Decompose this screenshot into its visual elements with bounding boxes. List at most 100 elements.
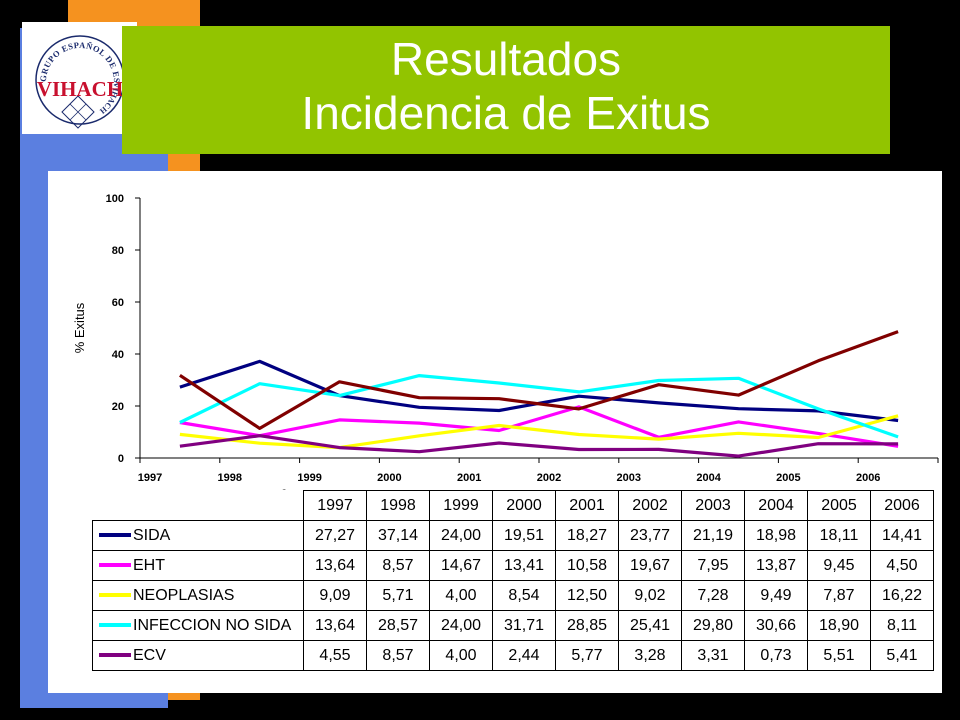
table-year-header: 1999 — [429, 490, 493, 521]
x-tick-label: 2001 — [457, 472, 481, 484]
table-header-row: 1997 1998 1999 2000 2001 2002 2003 2004 2005 2006 — [93, 490, 934, 521]
table-year-header: 1997 — [303, 490, 367, 521]
table-cell: 14,41 — [870, 520, 934, 551]
y-tick-label: 80 — [112, 245, 124, 257]
table-cell: 8,11 — [870, 610, 934, 641]
legend-swatch — [99, 653, 131, 658]
table-cell: 23,77 — [618, 520, 682, 551]
table-cell: 13,64 — [303, 610, 367, 641]
y-axis-title: % Exitus — [72, 302, 87, 353]
x-tick-label: 2004 — [696, 472, 721, 484]
table-year-header: 2004 — [744, 490, 808, 521]
table-cell: 18,27 — [555, 520, 619, 551]
series-line-infeccion-no-sida — [179, 374, 899, 439]
table-cell: 9,45 — [807, 550, 871, 581]
table-cell: 16,22 — [870, 580, 934, 611]
table-year-header: 2003 — [681, 490, 745, 521]
y-tick-label: 0 — [118, 453, 124, 465]
table-year-header: 2006 — [870, 490, 934, 521]
table-year-header: 1998 — [366, 490, 430, 521]
table-cell: 29,80 — [681, 610, 745, 641]
table-cell: 28,57 — [366, 610, 430, 641]
table-cell: 4,55 — [303, 640, 367, 671]
table-cell: 9,09 — [303, 580, 367, 611]
vihach-logo-icon: GRUPO ESPAÑOL DE ESTUDIOS VIHACH VIHACH — [18, 14, 125, 129]
table-row: EHT 13,64 8,57 14,67 13,41 10,58 19,67 7,95 13,8… — [92, 550, 934, 581]
series-line-unlabeled — [179, 330, 899, 430]
table-corner — [93, 491, 304, 521]
table-series-label: SIDA — [92, 520, 304, 551]
table-cell: 18,11 — [807, 520, 871, 551]
table-cell: 30,66 — [744, 610, 808, 641]
table-cell: 13,64 — [303, 550, 367, 581]
table-year-header: 2000 — [492, 490, 556, 521]
data-table: 1997 1998 1999 2000 2001 2002 2003 2004 2005 2006… — [92, 490, 934, 671]
table-cell: 12,50 — [555, 580, 619, 611]
table-cell: 4,00 — [429, 580, 493, 611]
series-name: ECV — [133, 646, 166, 664]
table-cell: 8,57 — [366, 640, 430, 671]
table-cell: 9,02 — [618, 580, 682, 611]
x-tick-label: 2005 — [776, 472, 800, 484]
table-cell: 7,28 — [681, 580, 745, 611]
table-cell: 5,41 — [870, 640, 934, 671]
table-cell: 8,54 — [492, 580, 556, 611]
table-cell: 7,95 — [681, 550, 745, 581]
table-cell: 2,44 — [492, 640, 556, 671]
table-cell: 18,98 — [744, 520, 808, 551]
table-cell: 21,19 — [681, 520, 745, 551]
logo: GRUPO ESPAÑOL DE ESTUDIOS VIHACH VIHACH — [18, 14, 137, 134]
x-tick-label: 2003 — [617, 472, 641, 484]
legend-swatch — [99, 533, 131, 538]
table-row: NEOPLASIAS 9,09 5,71 4,00 8,54 12,50 9,02 7,28 9… — [92, 580, 934, 611]
table-cell: 4,50 — [870, 550, 934, 581]
table-series-label: EHT — [92, 550, 304, 581]
table-cell: 7,87 — [807, 580, 871, 611]
table-cell: 28,85 — [555, 610, 619, 641]
table-cell: 8,57 — [366, 550, 430, 581]
table-year-header: 2002 — [618, 490, 682, 521]
table-row: ECV 4,55 8,57 4,00 2,44 5,77 3,28 3,31 0,73 5,51 5… — [92, 640, 934, 671]
legend-swatch — [99, 563, 131, 568]
series-line-neoplasias — [179, 414, 899, 450]
table-cell: 0,73 — [744, 640, 808, 671]
line-chart: 0 20 40 60 80 100 1997 1998 1999 2000 2001 2002 2003… — [72, 193, 939, 484]
table-cell: 9,49 — [744, 580, 808, 611]
table-cell: 5,71 — [366, 580, 430, 611]
series-line-eht — [179, 405, 899, 448]
legend-swatch — [99, 593, 131, 598]
series-line-ecv — [179, 434, 899, 458]
slide-subtitle: Incidencia de Exitus — [301, 87, 711, 139]
series-name: INFECCION NO SIDA — [133, 616, 292, 634]
y-tick-label: 60 — [112, 297, 124, 309]
y-tick-label: 40 — [112, 349, 124, 361]
logo-center-text: VIHACH — [37, 77, 123, 101]
table-row: INFECCION NO SIDA 13,64 28,57 24,00 31,71 28,… — [92, 610, 934, 641]
x-tick-label: 2006 — [856, 472, 880, 484]
table-year-header: 2001 — [555, 490, 619, 521]
table-cell: 25,41 — [618, 610, 682, 641]
table-cell: 3,28 — [618, 640, 682, 671]
table-cell: 27,27 — [303, 520, 367, 551]
table-cell: 31,71 — [492, 610, 556, 641]
slide-title: Resultados — [390, 33, 622, 85]
x-tick-label: 1997 — [138, 472, 162, 484]
table-cell: 3,31 — [681, 640, 745, 671]
x-tick-label: 1999 — [297, 472, 321, 484]
legend-swatch — [99, 623, 131, 628]
series-name: SIDA — [133, 526, 171, 544]
title-banner: Resultados Incidencia de Exitus — [122, 26, 890, 154]
y-tick-label: 100 — [106, 193, 124, 205]
x-tick-label: 2002 — [537, 472, 561, 484]
table-cell: 19,51 — [492, 520, 556, 551]
table-row: SIDA 27,27 37,14 24,00 19,51 18,27 23,77 21,19 1… — [92, 520, 934, 551]
table-cell: 13,87 — [744, 550, 808, 581]
table-series-label: NEOPLASIAS — [92, 580, 304, 611]
table-cell: 13,41 — [492, 550, 556, 581]
table-series-label: INFECCION NO SIDA — [92, 610, 304, 641]
series-name: NEOPLASIAS — [133, 586, 235, 604]
logo-lattice — [61, 95, 95, 129]
table-cell: 5,77 — [555, 640, 619, 671]
y-tick-label: 20 — [112, 401, 124, 413]
table-cell: 18,90 — [807, 610, 871, 641]
